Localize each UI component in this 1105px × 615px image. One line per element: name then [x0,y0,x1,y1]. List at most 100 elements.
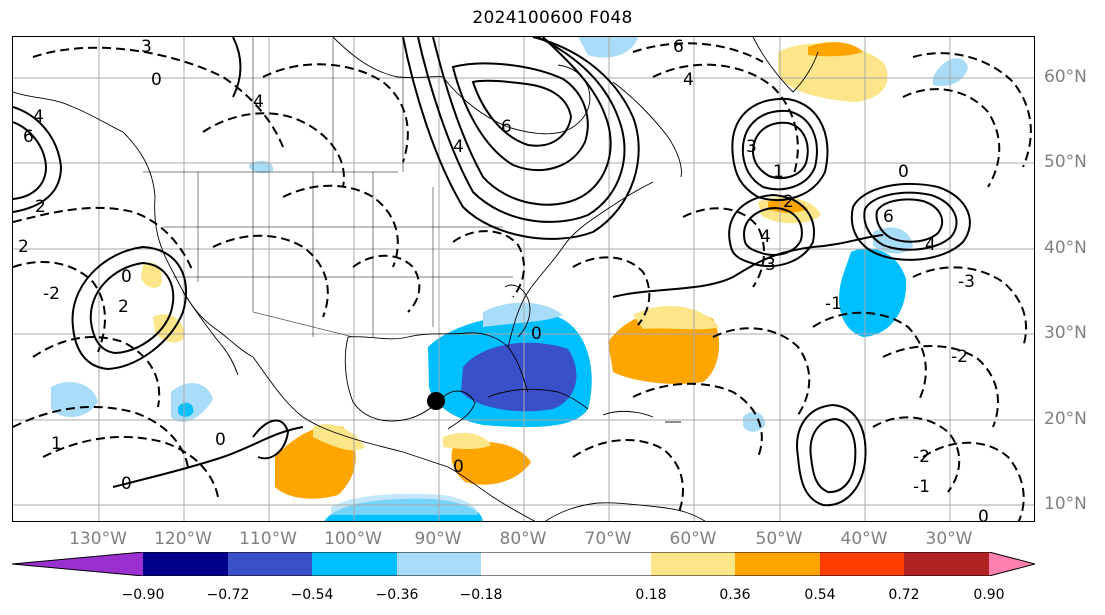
lon-label-120w: 120°W [154,529,212,549]
mexico-gulf-coast [344,336,442,422]
bottom-lightblue [331,493,478,515]
pacific-lightblue [51,382,98,418]
contour-label: -2 [951,347,968,367]
graticule [13,37,1034,521]
dash-1 [32,46,284,148]
mexico-ridge [112,426,304,488]
contour-label: -1 [825,294,842,314]
contour-label: -2 [913,447,930,467]
contour-label: 4 [453,137,464,157]
contour-label: 4 [760,227,771,247]
midatlantic-yellow [633,305,719,330]
contour-label: 4 [253,92,264,112]
atlantic-ring-3 [751,121,809,180]
dash-7 [262,63,409,163]
hudson-high-4 [451,62,589,172]
atlantic-ring-1 [731,97,829,201]
lon-label-130w: 130°W [69,529,127,549]
dash-17 [632,382,763,458]
dash-3 [13,261,106,353]
atlantic-low-ring-2 [863,191,958,251]
lon-label-60w: 60°W [669,529,717,549]
contour-label: 6 [501,117,512,137]
colorbar-segment-7 [735,552,820,576]
canada-arctic [332,37,444,79]
contour-label: -3 [958,272,975,292]
carib-orange [451,442,531,485]
colorbar-tick: 0.90 [973,587,1005,603]
colorbar-segment-1 [143,552,228,576]
atlantic-lightblue-top [873,227,913,254]
hudson-high-5 [471,79,573,147]
central-america [402,451,536,521]
dash-9 [282,184,399,268]
dash-18 [882,345,999,428]
dash-20 [922,441,1025,521]
atlantic-ring-5 [743,206,803,256]
dash-5 [13,406,189,468]
colorbar-segment-3 [312,552,397,576]
florida [504,284,531,338]
contour-labels: 3 0 4 6 2 2 4 6 4 6 4 3 4 3 2 6 4 -3 -1 … [18,37,989,522]
dash-14 [912,52,1032,168]
greenland-orange [808,42,863,57]
dash-4 [32,336,161,408]
dash-21 [572,439,684,516]
map-canvas: 3 0 4 6 2 2 4 6 4 6 4 3 4 3 2 6 4 -3 -1 … [13,37,1034,522]
colorbar-tick: 0.72 [888,587,920,603]
dash-24 [812,311,927,403]
dash-23 [712,327,811,416]
pacific-high-ring-2 [89,261,175,355]
dash-13 [632,42,764,63]
lat-label-30n: 30°N [1044,323,1087,343]
gulf-coast [347,332,529,393]
west-ring-2 [13,121,48,200]
contour-label: 3 [141,37,152,57]
colorbar-segment-4 [397,552,481,576]
colorbar-segment-10 [989,552,1035,576]
baja-yellow-2 [141,262,162,288]
contour-label: 6 [673,37,684,57]
colorbar-tick: −0.18 [459,587,503,603]
atlantic-low-ring-1 [850,183,971,261]
contour-label: 0 [978,507,989,522]
florida-light-blue [483,302,563,327]
colorbar-tick: 0.18 [635,587,667,603]
baja-yellow [153,314,185,343]
contour-label: 0 [121,267,132,287]
lon-label-90w: 90°W [414,529,462,549]
alaska-coast [13,91,124,133]
colorbar-tick: 0.54 [804,587,836,603]
greenland-yellow [778,43,888,102]
colorbar-segment-9 [904,552,989,576]
contour-label: 2 [118,297,129,317]
mexico-west-coast [252,356,404,453]
contour-label: -2 [43,284,60,304]
contours-dashed [13,42,1032,521]
atlantic-south-ring-2 [809,417,857,494]
dash-11 [352,254,421,313]
atlantic-ring-4 [728,193,815,268]
tropical-zero [612,234,884,298]
us-west-coast [122,131,254,358]
contour-label: 2 [35,197,46,217]
contour-label: 0 [453,457,464,477]
greenland-south [752,37,819,93]
dash-10 [212,234,329,318]
coastlines [13,37,819,521]
contour-label: 2 [783,192,794,212]
dash-12 [652,63,799,178]
baja [182,291,239,376]
lat-label-10n: 10°N [1044,494,1087,514]
dash-25 [452,230,525,298]
atlantic-south-ring-1 [796,403,867,507]
canada-solid [232,37,242,98]
lat-label-50n: 50°N [1044,152,1087,172]
contour-label: 1 [51,434,62,454]
dash-15 [902,88,1001,188]
colorbar-tick: −0.72 [206,587,250,603]
atl-lightblue-small [743,411,765,432]
storm-center-marker [427,392,445,410]
map-panel: 3 0 4 6 2 2 4 6 4 6 4 3 4 3 2 6 4 -3 -1 … [12,36,1035,522]
contour-label: 4 [33,107,44,127]
